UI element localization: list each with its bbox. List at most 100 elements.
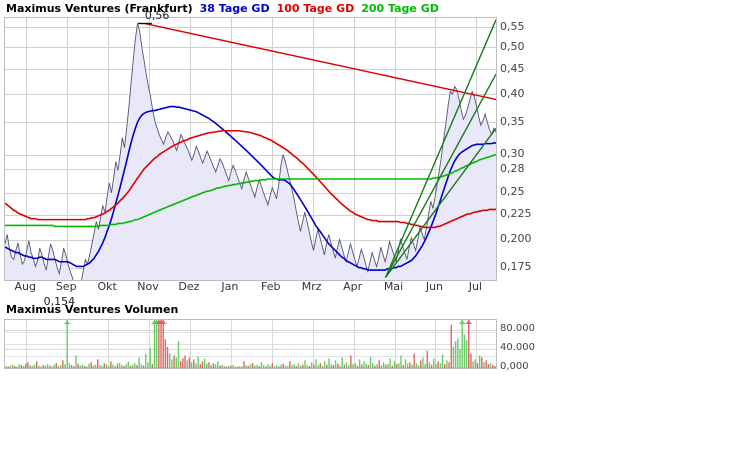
price-x-tick-label: Mrz xyxy=(301,280,322,293)
volume-bar xyxy=(64,364,66,368)
volume-bar xyxy=(59,365,62,368)
volume-bar xyxy=(337,363,339,368)
volume-bar xyxy=(121,365,123,368)
volume-bar xyxy=(446,360,448,368)
volume-bar xyxy=(219,365,221,368)
volume-bar xyxy=(195,363,197,368)
volume-bar xyxy=(131,364,134,368)
volume-bar xyxy=(345,362,348,368)
volume-bar xyxy=(474,359,476,368)
legend-item-200-tage-gd: 200 Tage GD xyxy=(361,2,439,15)
volume-bar xyxy=(142,365,145,368)
volume-bar xyxy=(164,339,167,368)
price-x-tick-label: Aug xyxy=(14,280,37,293)
volume-bar xyxy=(201,361,204,368)
volume-bar xyxy=(188,357,191,368)
volume-bar xyxy=(99,365,101,368)
low-price-annotation: 0,154 xyxy=(43,295,76,309)
volume-bar xyxy=(22,366,25,368)
volume-bar xyxy=(101,366,103,368)
volume-bar xyxy=(20,365,23,368)
volume-bar xyxy=(302,364,304,368)
volume-bar xyxy=(97,359,99,368)
volume-bar xyxy=(25,363,27,368)
volume-bar xyxy=(265,366,267,368)
volume-bar xyxy=(145,353,147,368)
volume-bar xyxy=(426,350,428,368)
volume-bar xyxy=(433,358,435,368)
volume-bar xyxy=(62,360,64,368)
volume-bar xyxy=(461,321,463,368)
volume-bar xyxy=(282,363,284,368)
volume-bar xyxy=(295,366,298,368)
volume-bar xyxy=(169,353,171,368)
volume-bar xyxy=(393,361,396,368)
volume-bar xyxy=(238,366,241,368)
volume-bar xyxy=(481,357,483,368)
volume-bar xyxy=(184,355,186,368)
volume-bar xyxy=(262,365,265,368)
volume-bar xyxy=(271,363,274,368)
volume-bar xyxy=(470,353,472,368)
volume-bar xyxy=(68,363,71,368)
volume-bar xyxy=(324,361,326,368)
volume-bar xyxy=(319,363,322,368)
volume-bar xyxy=(225,366,228,368)
volume-bar xyxy=(18,364,20,368)
volume-bar xyxy=(245,365,247,368)
volume-bar xyxy=(396,364,398,368)
volume-bar xyxy=(365,363,367,368)
volume-bar xyxy=(483,362,485,368)
ma-38-line xyxy=(5,105,496,271)
volume-bar xyxy=(88,363,90,368)
price-y-tick-label: 0,40 xyxy=(500,86,525,100)
legend-item-38-tage-gd: 38 Tage GD xyxy=(199,2,270,15)
volume-bar xyxy=(5,366,7,368)
volume-bar xyxy=(149,347,151,368)
volume-bar xyxy=(227,365,230,368)
volume-bar xyxy=(489,363,492,368)
volume-bar xyxy=(430,364,433,368)
volume-bar xyxy=(454,341,457,368)
volume-bar xyxy=(356,365,359,368)
volume-bar xyxy=(57,366,60,368)
price-y-tick-label: 0,45 xyxy=(500,61,525,75)
volume-bar xyxy=(107,365,110,368)
volume-bar xyxy=(326,364,328,368)
volume-bar xyxy=(241,366,243,368)
volume-bar xyxy=(413,353,415,368)
volume-bar xyxy=(182,358,184,368)
volume-bar xyxy=(153,322,156,368)
volume-bar xyxy=(463,334,466,368)
volume-bar xyxy=(186,360,188,368)
volume-bar xyxy=(203,358,206,368)
volume-bar xyxy=(354,363,356,368)
price-x-tick-label: Dez xyxy=(178,280,200,293)
volume-bar xyxy=(304,360,306,368)
volume-bar xyxy=(452,346,455,368)
price-line xyxy=(5,23,496,280)
volume-bar xyxy=(221,364,223,368)
volume-bar xyxy=(116,363,119,368)
volume-bar xyxy=(175,357,177,368)
volume-bar xyxy=(243,361,245,368)
volume-bar xyxy=(444,364,446,368)
volume-bar xyxy=(155,321,158,368)
volume-bar xyxy=(9,365,12,368)
volume-bar xyxy=(112,364,114,368)
price-x-tick-label: Jun xyxy=(425,280,444,293)
volume-y-tick-label: 80.000 xyxy=(500,322,535,334)
volume-bar xyxy=(29,365,31,368)
price-chart-plot-area xyxy=(4,17,497,281)
volume-bar xyxy=(485,360,487,368)
volume-bar xyxy=(398,363,400,368)
volume-bar xyxy=(378,360,380,368)
volume-bar xyxy=(158,321,160,368)
volume-bar xyxy=(90,362,92,368)
price-x-tick-label: Okt xyxy=(97,280,117,293)
volume-bar xyxy=(223,366,226,368)
volume-bar xyxy=(343,364,346,368)
volume-bar xyxy=(372,363,374,368)
volume-bar xyxy=(173,355,175,368)
volume-bar xyxy=(147,362,149,368)
